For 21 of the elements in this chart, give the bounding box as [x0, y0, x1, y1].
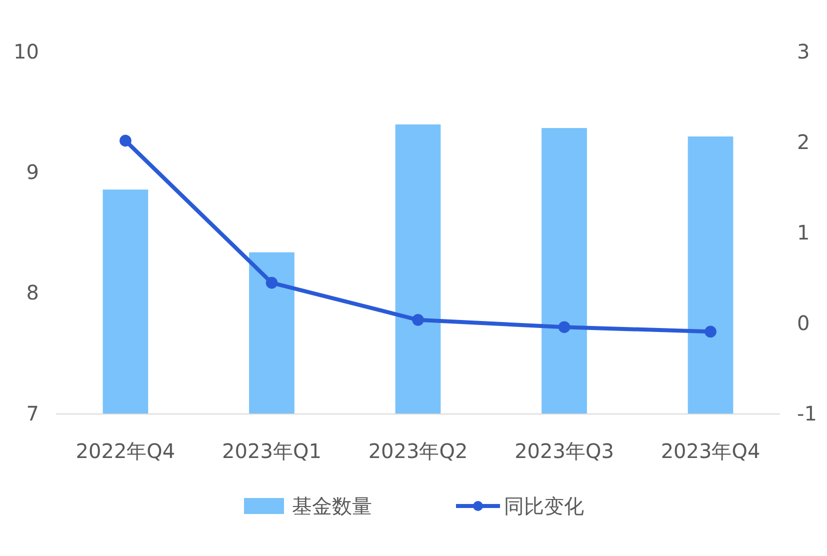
point — [704, 326, 716, 338]
y-tick-label: 7 — [26, 401, 39, 426]
y2-tick-label: 3 — [797, 39, 810, 64]
point — [266, 276, 278, 289]
y2-tick-label: 1 — [797, 220, 810, 244]
legend-label: 同比变化 — [504, 494, 584, 518]
x-tick-label: 2022年Q4 — [76, 439, 176, 464]
point — [120, 134, 132, 147]
legend-label: 基金数量 — [292, 494, 372, 518]
y-tick-label: 9 — [26, 160, 39, 184]
x-tick-label: 2023年Q4 — [660, 439, 760, 464]
x-tick-label: 2023年Q1 — [222, 439, 322, 464]
y2-tick-label: 0 — [797, 310, 810, 335]
y2-tick-label: 2 — [797, 130, 810, 154]
x-tick-label: 2023年Q2 — [368, 439, 468, 464]
point — [558, 321, 570, 334]
y-tick-label: 8 — [26, 280, 39, 305]
point — [412, 314, 424, 326]
y-tick-label: 10 — [14, 39, 39, 64]
y2-tick-label: -1 — [797, 401, 817, 426]
x-tick-label: 2023年Q3 — [514, 439, 614, 464]
